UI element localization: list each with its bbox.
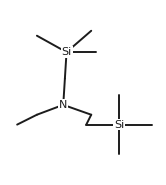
Text: Si: Si <box>114 120 124 130</box>
Text: N: N <box>59 100 67 110</box>
Text: Si: Si <box>61 47 72 57</box>
